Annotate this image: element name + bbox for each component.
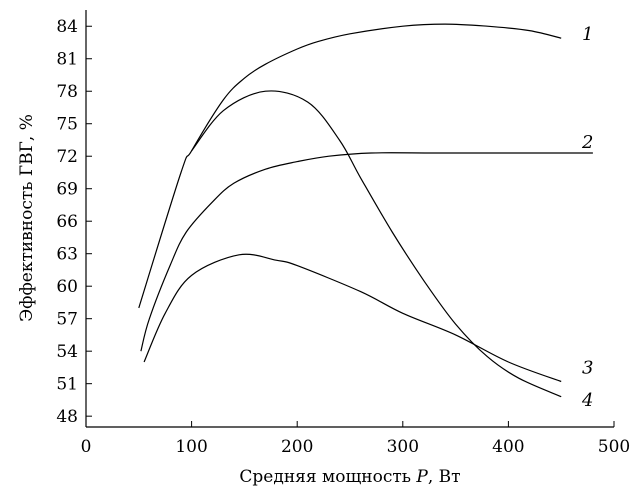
y-tick-label: 81 [56, 50, 78, 70]
series-labels: 1 2 3 4 [581, 24, 593, 411]
y-tick-label: 78 [56, 82, 78, 102]
y-tick-label: 75 [56, 115, 78, 135]
y-axis-title: Эффективность ГВГ, % [17, 114, 37, 322]
x-axis-title: Средняя мощность P, Вт [239, 467, 460, 487]
y-tick-label: 48 [56, 407, 78, 427]
series-label-4: 4 [581, 390, 593, 411]
x-tick-label: 300 [387, 437, 419, 457]
series-label-1: 1 [582, 24, 593, 45]
x-ticks: 0 100 200 300 400 500 [81, 421, 630, 457]
y-tick-label: 57 [56, 310, 78, 330]
series-line-3 [143, 253, 562, 383]
y-tick-label: 51 [56, 375, 78, 395]
x-tick-label: 100 [175, 437, 207, 457]
y-tick-label: 66 [56, 212, 78, 232]
series-lines [138, 23, 593, 398]
x-tick-label: 0 [81, 437, 92, 457]
x-tick-label: 400 [492, 437, 524, 457]
y-tick-label: 84 [56, 17, 78, 37]
series-label-3: 3 [582, 357, 593, 378]
y-tick-label: 72 [56, 147, 78, 167]
x-tick-label: 200 [281, 437, 313, 457]
y-tick-label: 63 [56, 245, 78, 265]
y-ticks: 48 51 54 57 60 63 66 69 72 75 78 81 84 [56, 17, 92, 427]
y-tick-label: 60 [56, 277, 78, 297]
y-tick-label: 54 [56, 342, 78, 362]
series-line-4 [191, 90, 562, 398]
series-label-2: 2 [581, 132, 593, 153]
series-line-2 [140, 152, 593, 352]
y-tick-label: 69 [56, 180, 78, 200]
series-line-1 [138, 23, 562, 309]
x-tick-label: 500 [598, 437, 630, 457]
